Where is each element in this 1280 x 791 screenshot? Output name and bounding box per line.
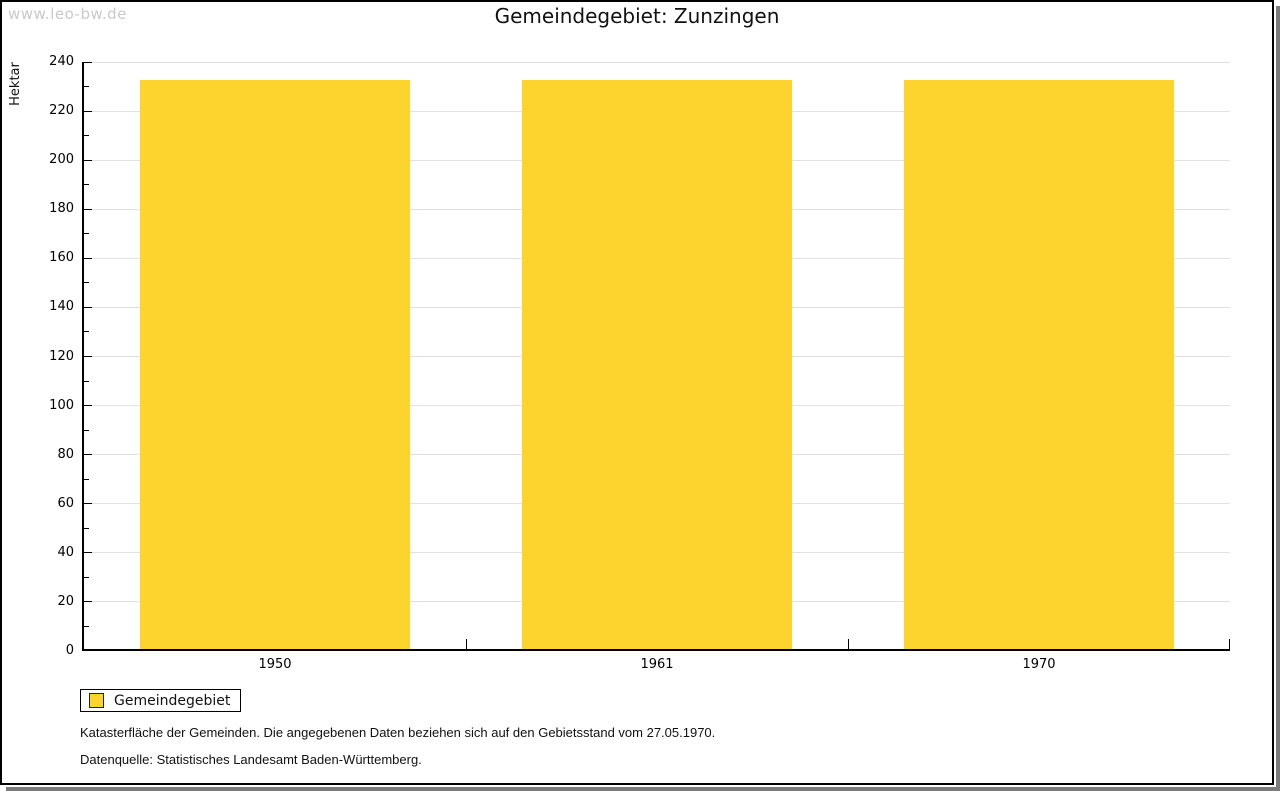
- x-axis-tick: [466, 639, 467, 649]
- y-tick-label: 80: [57, 446, 74, 462]
- y-axis-major-tick: [84, 454, 92, 456]
- y-axis-major-tick: [84, 601, 92, 603]
- window-shadow-bottom: [6, 787, 1280, 791]
- x-tick-label: 1961: [640, 657, 674, 672]
- footnote-text: Katasterfläche der Gemeinden. Die angege…: [80, 725, 716, 740]
- y-axis-major-tick: [84, 208, 92, 210]
- x-tick-label: 1950: [258, 657, 292, 672]
- bar-1961: [522, 79, 792, 649]
- legend-label: Gemeindegebiet: [114, 692, 231, 709]
- y-tick-label: 120: [49, 348, 74, 364]
- y-axis-minor-tick: [84, 184, 89, 186]
- y-tick-label: 100: [49, 397, 74, 413]
- x-axis-endcap: [1229, 639, 1230, 649]
- x-axis-tick: [848, 639, 849, 649]
- y-axis-major-tick: [84, 110, 92, 112]
- y-axis-major-tick: [84, 405, 92, 407]
- gridline: [84, 61, 1230, 63]
- y-axis-minor-tick: [84, 135, 89, 137]
- y-axis-minor-tick: [84, 478, 89, 480]
- y-tick-label: 180: [49, 201, 74, 217]
- y-axis-minor-tick: [84, 429, 89, 431]
- chart-title: Gemeindegebiet: Zunzingen: [494, 4, 780, 28]
- x-tick-label: 1970: [1022, 657, 1056, 672]
- y-axis-major-tick: [84, 552, 92, 554]
- y-tick-label: 160: [49, 250, 74, 266]
- legend-swatch-icon: [89, 693, 104, 708]
- y-axis-major-tick: [84, 356, 92, 357]
- y-axis-major-tick: [84, 306, 92, 308]
- y-axis-minor-tick: [84, 576, 89, 578]
- window-shadow-right: [1276, 6, 1280, 791]
- y-axis-minor-tick: [84, 625, 89, 627]
- bar-1950: [140, 79, 410, 649]
- y-tick-label: 220: [49, 103, 74, 119]
- datasource-text: Datenquelle: Statistisches Landesamt Bad…: [80, 752, 422, 767]
- y-tick-label: 200: [49, 152, 74, 168]
- y-axis-major-tick: [84, 257, 92, 259]
- plot-area: 0 20 40 60 80 100 120 140 160 180 200 220 240 1950 196…: [49, 54, 1230, 672]
- bar-1970: [904, 79, 1174, 649]
- y-axis-minor-tick: [84, 282, 89, 284]
- y-tick-label: 60: [57, 495, 74, 511]
- y-axis-major-tick: [84, 503, 92, 505]
- legend: Gemeindegebiet: [80, 689, 241, 712]
- y-axis-minor-tick: [84, 86, 89, 88]
- y-tick-label: 0: [65, 643, 74, 658]
- y-tick-label: 20: [57, 593, 74, 609]
- plot-inner: 0 20 40 60 80 100 120 140 160 180 200 220 240 1950 196…: [49, 54, 1230, 672]
- y-axis-minor-tick: [84, 380, 89, 382]
- y-axis-minor-tick: [84, 233, 89, 235]
- y-tick-label: 40: [57, 544, 74, 560]
- y-axis-minor-tick: [84, 331, 89, 333]
- y-axis-major-tick: [84, 61, 92, 63]
- watermark: www.leo-bw.de: [8, 5, 127, 23]
- y-tick-label: 140: [49, 299, 74, 315]
- y-axis-major-tick: [84, 159, 92, 161]
- y-tick-label: 240: [49, 54, 74, 69]
- y-axis-minor-tick: [84, 527, 89, 529]
